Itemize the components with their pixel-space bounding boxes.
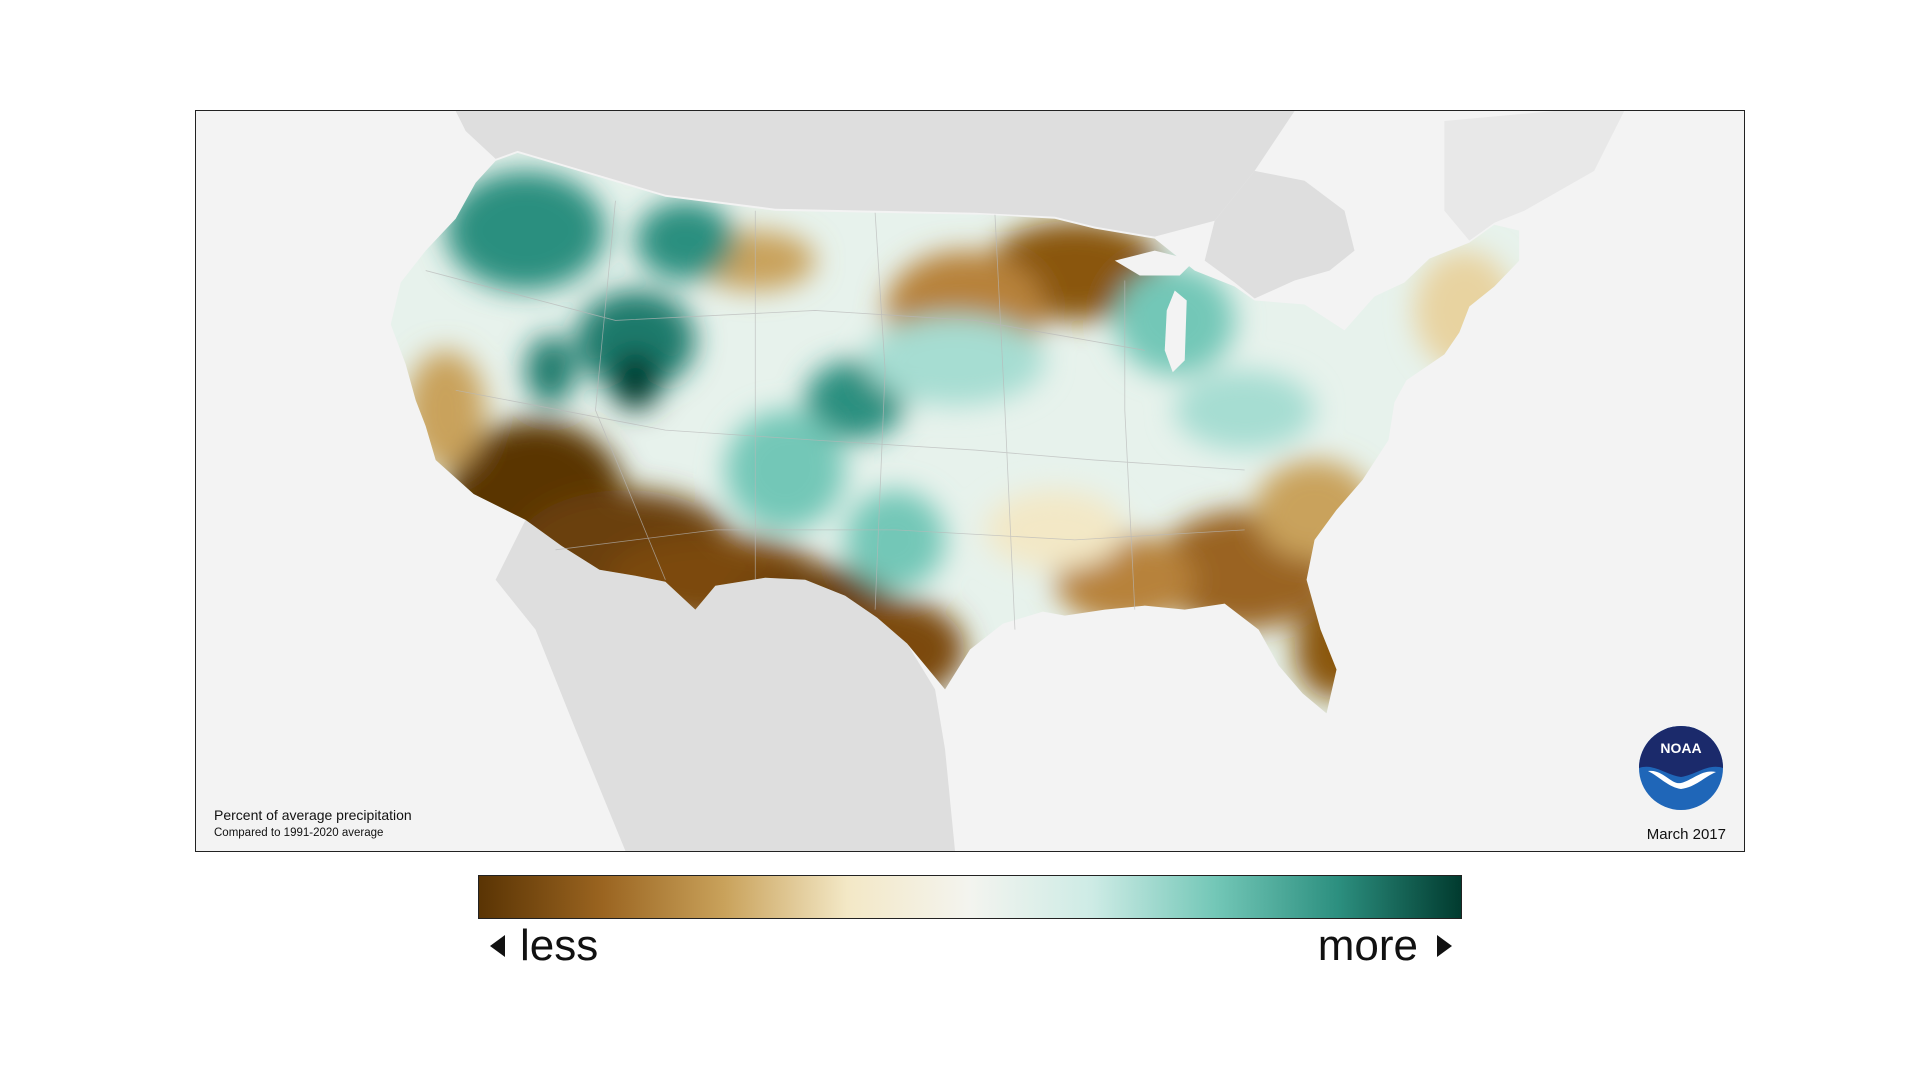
caption-title: Percent of average precipitation: [214, 807, 412, 823]
legend-less-label: less: [520, 921, 599, 970]
legend-color-bar: [478, 875, 1462, 919]
precipitation-map: [390, 111, 1625, 851]
right-arrow-icon: [1437, 935, 1452, 957]
date-label: March 2017: [1646, 826, 1726, 843]
great-lakes: [1114, 250, 1195, 373]
noaa-logo-icon: NOAA: [1639, 726, 1723, 810]
state-boundaries: [425, 200, 1245, 630]
legend-more-label: more: [1317, 921, 1418, 970]
canada-east-landmass: [1444, 111, 1625, 241]
caption-subtitle: Compared to 1991-2020 average: [214, 827, 384, 839]
mexico-landmass: [495, 519, 956, 851]
left-arrow-icon: [490, 935, 505, 957]
map-frame: Percent of average precipitation Compare…: [195, 110, 1745, 852]
precipitation-field: [390, 152, 1520, 714]
logo-text: NOAA: [1660, 740, 1701, 756]
canada-landmass: [455, 111, 1355, 299]
